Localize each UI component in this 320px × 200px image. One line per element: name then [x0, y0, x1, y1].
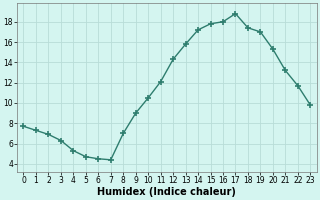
X-axis label: Humidex (Indice chaleur): Humidex (Indice chaleur): [98, 187, 236, 197]
